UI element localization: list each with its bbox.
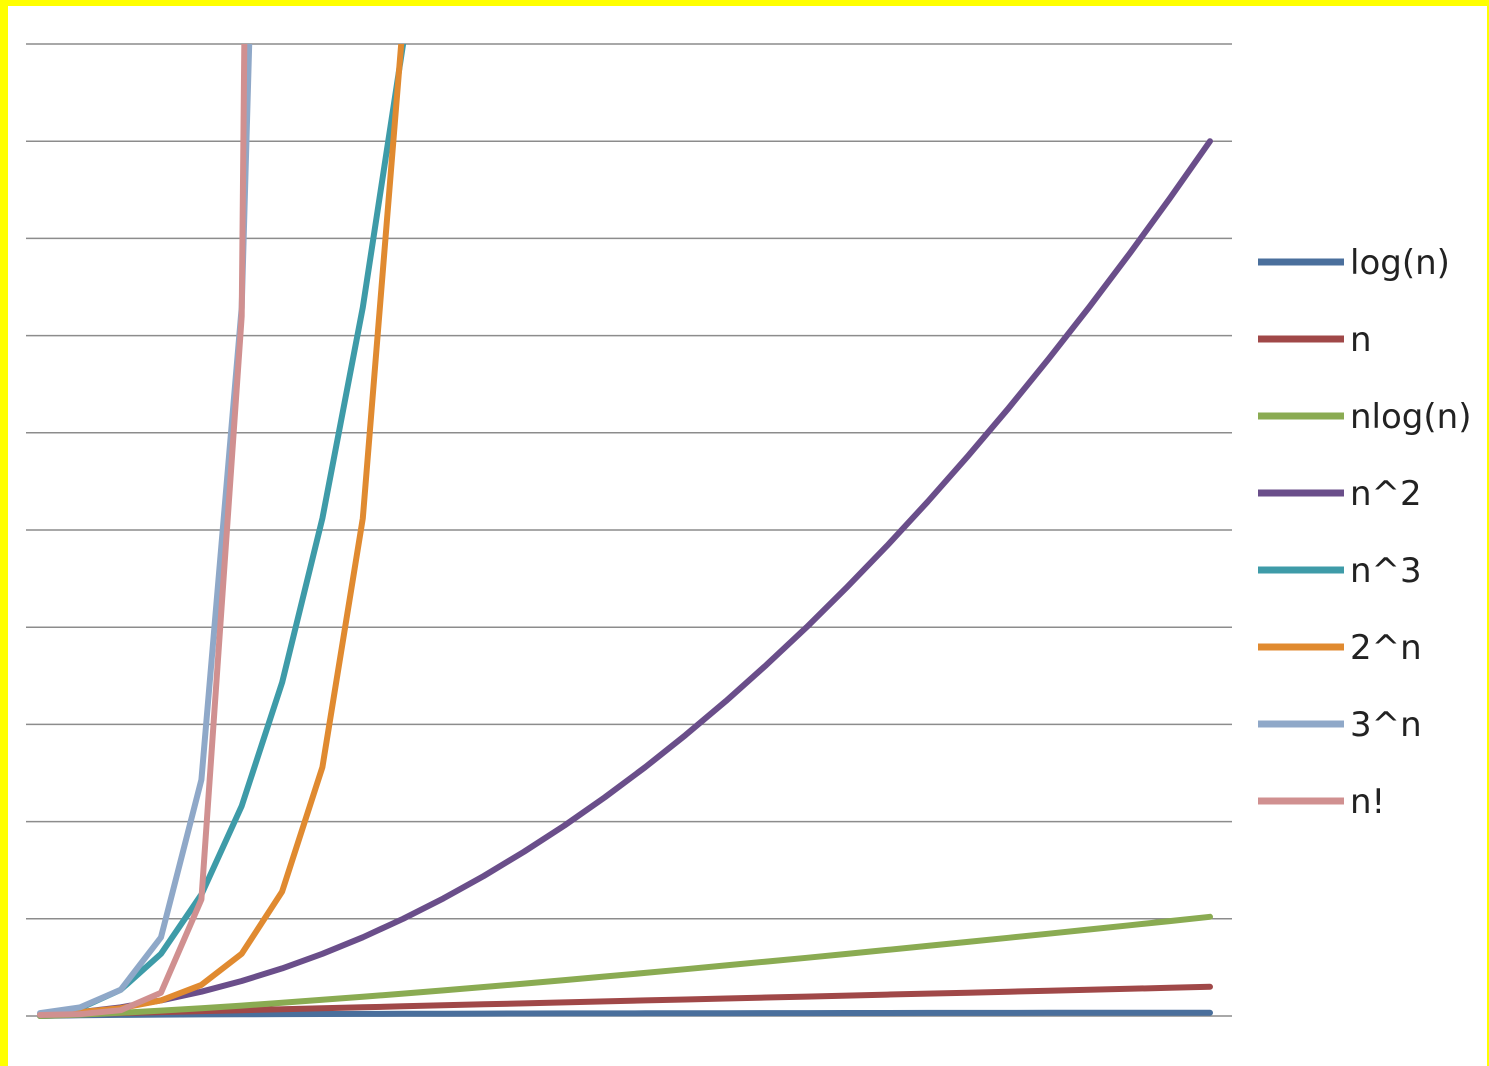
series-line-n (37, 983, 1213, 1018)
legend-label: n^2 (1350, 474, 1422, 514)
legend: log(n) n nlog(n) n^2 n^3 2^n 3^n n! (1258, 243, 1471, 822)
series-line-nlog-n- (37, 913, 1213, 1019)
legend-label: log(n) (1350, 243, 1450, 283)
legend-label: nlog(n) (1350, 397, 1471, 437)
gridlines (26, 43, 1232, 1017)
chart-frame: log(n) n nlog(n) n^2 n^3 2^n 3^n n! (8, 6, 1487, 1066)
legend-label: 3^n (1350, 705, 1422, 745)
legend-label: n^3 (1350, 551, 1422, 591)
series-line-log-n- (37, 1009, 1213, 1019)
series-line-n-2 (37, 138, 1213, 1018)
complexity-line-chart: log(n) n nlog(n) n^2 n^3 2^n 3^n n! (26, 43, 1471, 1019)
legend-label: n! (1350, 782, 1385, 822)
series-lines (37, 44, 1213, 1019)
series-line-n- (37, 44, 248, 1018)
legend-label: n (1350, 320, 1372, 360)
legend-label: 2^n (1350, 628, 1422, 668)
